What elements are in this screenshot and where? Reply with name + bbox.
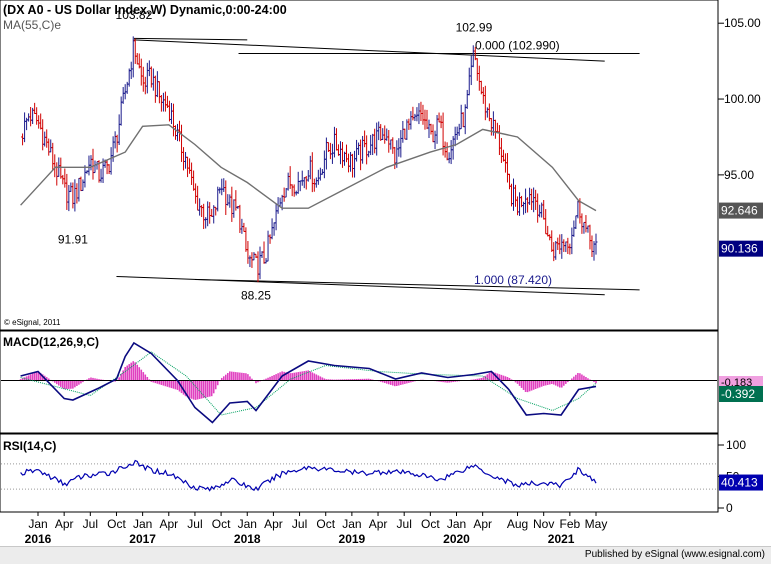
rsi-title: RSI(14,C) <box>3 439 56 453</box>
rsi-reference-lines <box>1 463 717 490</box>
macd-line <box>20 341 597 424</box>
price-tick-label: 105.00 <box>724 16 761 30</box>
time-tick-label: Feb <box>560 517 581 531</box>
time-tick-label: Jan <box>28 517 47 531</box>
trendlines <box>116 37 640 296</box>
price-annotations: 103.82 91.91 88.25 102.99 <box>58 8 493 302</box>
macd-value-label: -0.392 <box>721 387 755 401</box>
trendline <box>133 37 248 41</box>
time-tick-label: May <box>585 517 608 531</box>
year-label: 2016 <box>25 532 52 546</box>
macd-panel-frame <box>0 330 719 434</box>
time-tick-label: Jan <box>133 517 152 531</box>
ma-value-label: 92.646 <box>721 204 758 218</box>
price-annotation: 103.82 <box>116 8 153 22</box>
time-tick-label: Oct <box>421 517 440 531</box>
time-tick-label: Jul <box>187 517 202 531</box>
fib-level-1-label: 1.000 (87.420) <box>474 273 552 287</box>
time-tick-label: Oct <box>107 517 126 531</box>
macd-signal-line <box>20 351 597 416</box>
time-tick-label: Jan <box>342 517 361 531</box>
price-annotation: 91.91 <box>58 233 88 247</box>
time-tick-label: Oct <box>316 517 335 531</box>
price-tick-label: 95.00 <box>724 168 754 182</box>
year-label: 2019 <box>339 532 366 546</box>
footer-bar: Published by eSignal (www.esignal.com) <box>0 546 771 564</box>
copyright-text: © eSignal, 2011 <box>4 318 61 327</box>
time-tick-label: Apr <box>264 517 283 531</box>
price-panel-frame <box>0 0 719 331</box>
price-bars <box>21 36 598 283</box>
ma-value-box <box>719 202 763 219</box>
time-axis: Jan Apr Jul Oct Jan Apr Jul Oct Jan Apr Jul Oct Jan A… <box>25 512 608 546</box>
time-tick-label: Apr <box>55 517 74 531</box>
trendline <box>194 279 640 291</box>
macd-title: MACD(12,26,9,C) <box>3 335 99 349</box>
time-tick-label: Apr <box>369 517 388 531</box>
footer-text: Published by eSignal (www.esignal.com) <box>584 549 765 560</box>
year-label: 2018 <box>234 532 261 546</box>
year-label: 2021 <box>548 532 575 546</box>
time-tick-label: Oct <box>212 517 231 531</box>
macd-histogram <box>19 361 597 400</box>
rsi-value-label: 40.413 <box>721 476 758 490</box>
rsi-value-box <box>719 474 763 491</box>
time-tick-label: Jul <box>397 517 412 531</box>
rsi-tick-label: 0 <box>726 501 733 515</box>
trendline <box>133 39 605 62</box>
ma55-line <box>20 124 597 212</box>
price-value-label: 90.136 <box>721 242 758 256</box>
time-tick-label: Jul <box>83 517 98 531</box>
price-annotation: 102.99 <box>456 21 493 35</box>
rsi-line <box>20 459 597 492</box>
time-tick-label: Nov <box>533 517 554 531</box>
time-tick-label: Jan <box>238 517 257 531</box>
macd-signal-value-box <box>719 376 763 387</box>
price-bar <box>594 233 598 255</box>
price-annotation: 88.25 <box>241 288 271 302</box>
macd-value-box <box>719 386 763 402</box>
chart-title: (DX A0 - US Dollar Index,W) Dynamic,0:00… <box>3 3 287 17</box>
time-tick-label: Apr <box>159 517 178 531</box>
time-tick-label: Jul <box>292 517 307 531</box>
ma-legend: MA(55,C)e <box>3 18 61 32</box>
year-label: 2017 <box>129 532 156 546</box>
price-tick-label: 100.00 <box>724 92 761 106</box>
year-label: 2020 <box>443 532 470 546</box>
rsi-tick-label: 100 <box>726 438 746 452</box>
time-tick-label: Apr <box>473 517 492 531</box>
time-tick-label: Aug <box>507 517 528 531</box>
fib-level-0-label: 0.000 (102.990) <box>475 39 560 53</box>
time-tick-label: Jan <box>447 517 466 531</box>
price-y-axis: 105.00 100.00 95.00 <box>718 16 761 182</box>
price-value-box <box>719 240 763 257</box>
